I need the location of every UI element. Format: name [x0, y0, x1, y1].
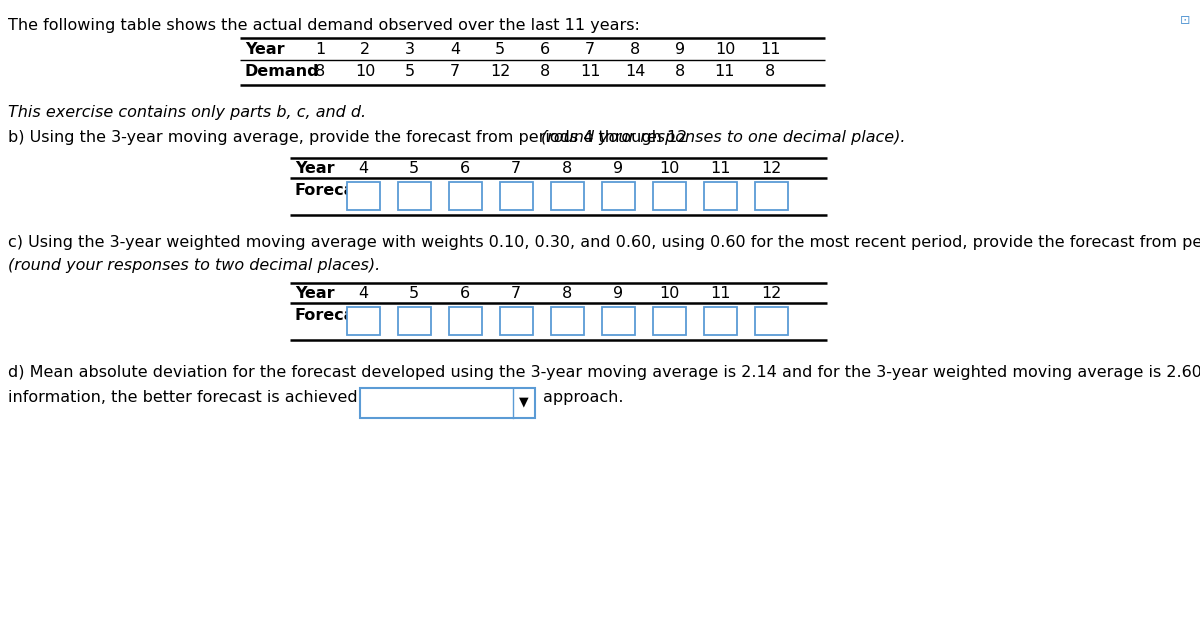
Text: ▼: ▼: [518, 395, 528, 408]
Text: 12: 12: [761, 161, 781, 176]
Text: 12: 12: [761, 286, 781, 301]
Text: 9: 9: [613, 161, 623, 176]
Text: 4: 4: [358, 161, 368, 176]
Text: 5: 5: [409, 161, 419, 176]
Text: 10: 10: [355, 64, 376, 79]
Text: This exercise contains only parts b, c, and d.: This exercise contains only parts b, c, …: [8, 105, 366, 120]
Text: 7: 7: [584, 42, 595, 57]
Text: 5: 5: [409, 286, 419, 301]
Text: 7: 7: [511, 161, 521, 176]
FancyBboxPatch shape: [653, 182, 686, 210]
Text: 5: 5: [404, 64, 415, 79]
Text: 10: 10: [715, 42, 736, 57]
FancyBboxPatch shape: [551, 307, 584, 335]
Text: (round your responses to one decimal place).: (round your responses to one decimal pla…: [541, 130, 905, 145]
FancyBboxPatch shape: [755, 182, 788, 210]
Text: 6: 6: [460, 286, 470, 301]
FancyBboxPatch shape: [500, 307, 533, 335]
Text: 5: 5: [494, 42, 505, 57]
FancyBboxPatch shape: [653, 307, 686, 335]
Text: 10: 10: [659, 286, 679, 301]
Text: 9: 9: [613, 286, 623, 301]
FancyBboxPatch shape: [398, 307, 431, 335]
Text: 9: 9: [674, 42, 685, 57]
Text: 8: 8: [630, 42, 640, 57]
FancyBboxPatch shape: [602, 182, 635, 210]
FancyBboxPatch shape: [360, 388, 535, 418]
Text: The following table shows the actual demand observed over the last 11 years:: The following table shows the actual dem…: [8, 18, 640, 33]
Text: 14: 14: [625, 64, 646, 79]
FancyBboxPatch shape: [500, 182, 533, 210]
Text: 11: 11: [580, 64, 600, 79]
Text: approach.: approach.: [542, 390, 623, 405]
Text: information, the better forecast is achieved using the: information, the better forecast is achi…: [8, 390, 438, 405]
FancyBboxPatch shape: [449, 307, 482, 335]
FancyBboxPatch shape: [347, 307, 380, 335]
Text: 7: 7: [450, 64, 460, 79]
Text: 11: 11: [709, 286, 731, 301]
FancyBboxPatch shape: [347, 182, 380, 210]
Text: Year: Year: [245, 42, 284, 57]
Text: 6: 6: [540, 42, 550, 57]
Text: Year: Year: [295, 161, 335, 176]
FancyBboxPatch shape: [602, 307, 635, 335]
Text: c) Using the 3-year weighted moving average with weights 0.10, 0.30, and 0.60, u: c) Using the 3-year weighted moving aver…: [8, 235, 1200, 250]
Text: Demand: Demand: [245, 64, 319, 79]
Text: Forecast: Forecast: [295, 308, 373, 323]
FancyBboxPatch shape: [704, 182, 737, 210]
FancyBboxPatch shape: [755, 307, 788, 335]
Text: 10: 10: [659, 161, 679, 176]
Text: 8: 8: [764, 64, 775, 79]
Text: 4: 4: [450, 42, 460, 57]
Text: 8: 8: [314, 64, 325, 79]
Text: d) Mean absolute deviation for the forecast developed using the 3-year moving av: d) Mean absolute deviation for the forec…: [8, 365, 1200, 380]
Text: 8: 8: [540, 64, 550, 79]
Text: 3: 3: [406, 42, 415, 57]
Text: 2: 2: [360, 42, 370, 57]
FancyBboxPatch shape: [398, 182, 431, 210]
Text: 1: 1: [314, 42, 325, 57]
FancyBboxPatch shape: [704, 307, 737, 335]
Text: (round your responses to two decimal places).: (round your responses to two decimal pla…: [8, 258, 380, 273]
Text: 12: 12: [490, 64, 510, 79]
Text: 11: 11: [760, 42, 780, 57]
FancyBboxPatch shape: [449, 182, 482, 210]
Text: 8: 8: [674, 64, 685, 79]
FancyBboxPatch shape: [551, 182, 584, 210]
Text: b) Using the 3-year moving average, provide the forecast from periods 4 through : b) Using the 3-year moving average, prov…: [8, 130, 692, 145]
Text: Year: Year: [295, 286, 335, 301]
Text: 6: 6: [460, 161, 470, 176]
Text: 8: 8: [562, 161, 572, 176]
Text: 11: 11: [709, 161, 731, 176]
Text: ⊡: ⊡: [1180, 14, 1190, 27]
Text: Forecast: Forecast: [295, 183, 373, 198]
Text: 11: 11: [715, 64, 736, 79]
Text: 4: 4: [358, 286, 368, 301]
Text: 8: 8: [562, 286, 572, 301]
Text: 7: 7: [511, 286, 521, 301]
